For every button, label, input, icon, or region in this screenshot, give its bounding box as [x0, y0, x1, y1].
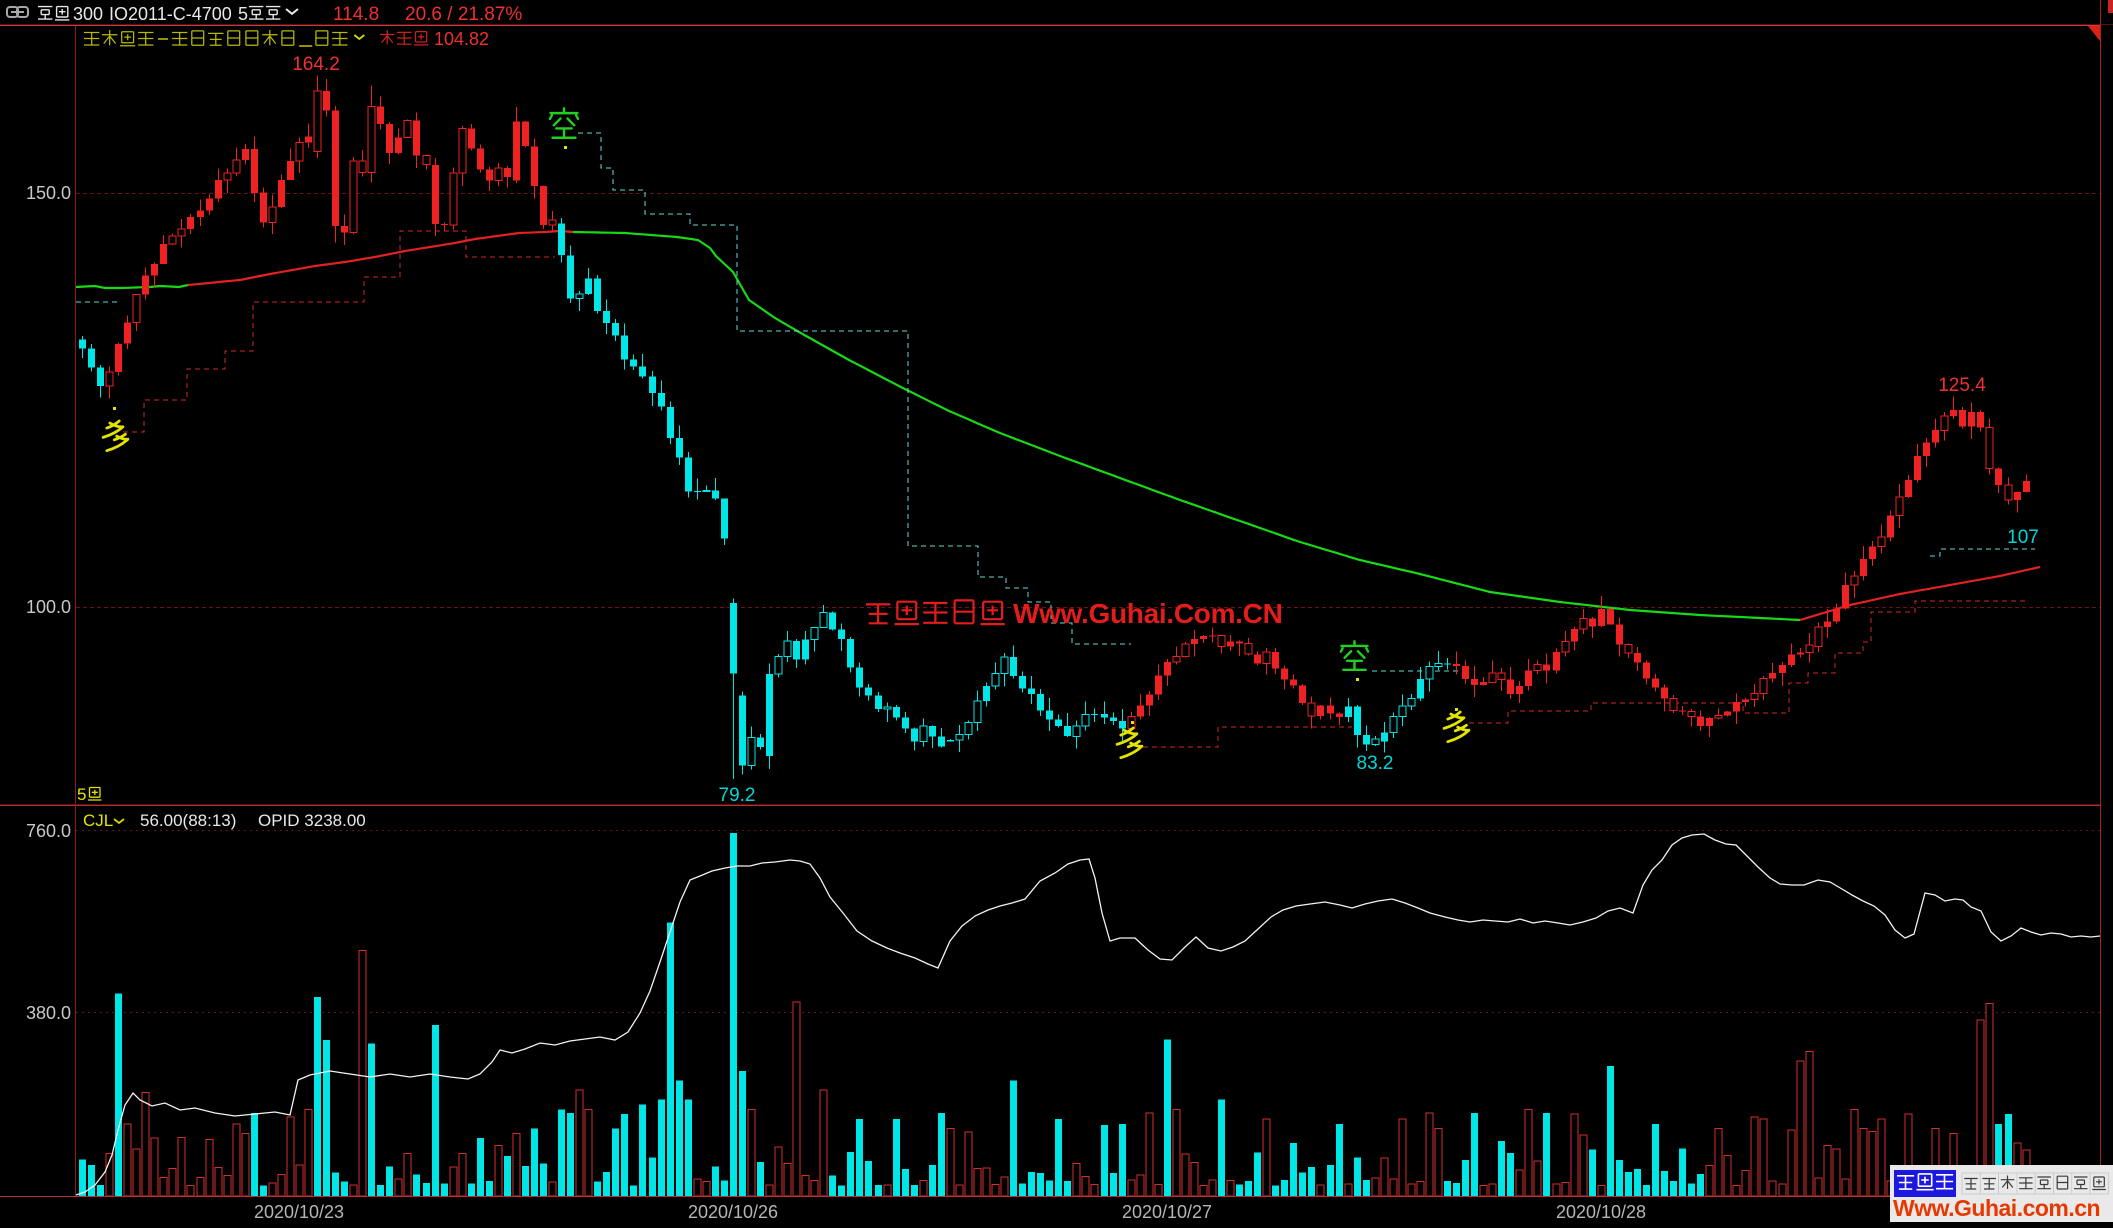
svg-text:83.2: 83.2 — [1357, 753, 1394, 774]
svg-text:107: 107 — [2007, 527, 2039, 548]
svg-text:114.8: 114.8 — [333, 4, 379, 25]
svg-text:2020/10/26: 2020/10/26 — [688, 1202, 778, 1222]
svg-text:OPID 3238.00: OPID 3238.00 — [258, 811, 366, 830]
svg-text:2020/10/27: 2020/10/27 — [1122, 1202, 1212, 1222]
svg-text:125.4: 125.4 — [1938, 375, 1986, 396]
svg-text:150.0: 150.0 — [26, 183, 71, 203]
svg-text:760.0: 760.0 — [26, 821, 71, 841]
svg-text:2020/10/23: 2020/10/23 — [254, 1202, 344, 1222]
svg-text:5: 5 — [238, 4, 248, 24]
svg-text:56.00(88:13): 56.00(88:13) — [140, 811, 236, 830]
svg-text:5: 5 — [77, 785, 86, 804]
svg-text:CJL: CJL — [83, 811, 113, 830]
svg-text:300: 300 — [73, 4, 103, 24]
svg-text:Www.Guhai.Com.CN: Www.Guhai.Com.CN — [1013, 598, 1283, 629]
svg-text:164.2: 164.2 — [292, 54, 340, 75]
svg-text:380.0: 380.0 — [26, 1003, 71, 1023]
svg-text:104.82: 104.82 — [434, 29, 489, 49]
svg-text:79.2: 79.2 — [719, 785, 756, 806]
svg-text:100.0: 100.0 — [26, 597, 71, 617]
svg-text:IO2011-C-4700: IO2011-C-4700 — [109, 4, 232, 24]
svg-text:Www.Guhai.com.cn: Www.Guhai.com.cn — [1893, 1195, 2100, 1221]
svg-text:2020/10/28: 2020/10/28 — [1556, 1202, 1646, 1222]
svg-text:20.6 / 21.87%: 20.6 / 21.87% — [405, 4, 522, 25]
